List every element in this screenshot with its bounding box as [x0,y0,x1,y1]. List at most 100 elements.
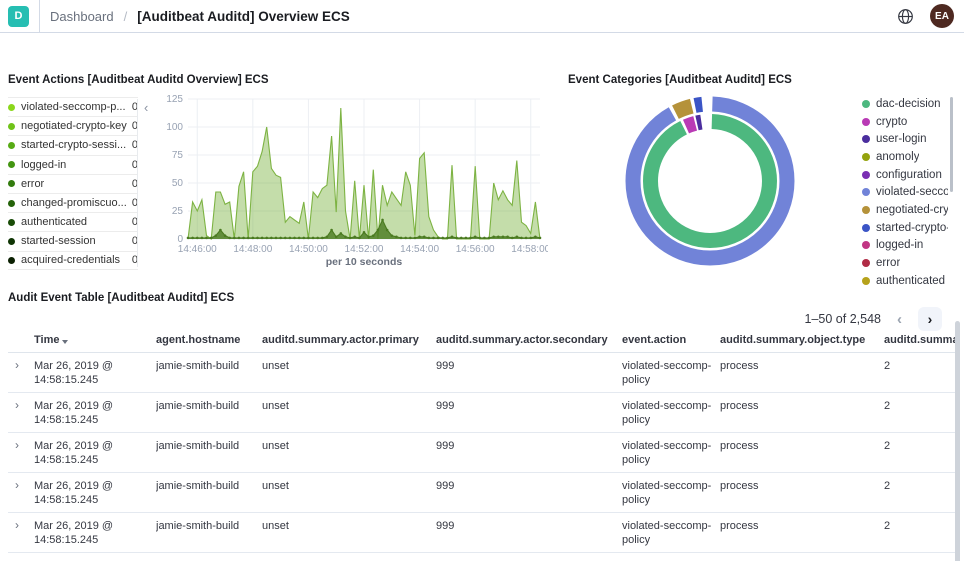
table-cell: 2 [884,360,891,372]
audit-event-table: Time agent.hostname auditd.summary.actor.p… [8,334,956,561]
table-cell: violated-seccomp-policy [622,360,712,387]
row-expand-icon[interactable]: › [15,359,19,372]
table-cell: jamie-smith-build [156,480,240,492]
globe-icon[interactable] [897,8,914,25]
row-expand-icon[interactable]: › [15,479,19,492]
column-header[interactable]: auditd.summary.actor.secondary [436,334,608,346]
svg-text:100: 100 [166,122,183,133]
legend-item[interactable]: violated-seccomp... [862,183,948,201]
row-expand-icon[interactable]: › [15,439,19,452]
table-cell: violated-seccomp-policy [622,400,712,427]
donut-segment-dac-decision [643,114,777,248]
legend-dot-icon [862,205,870,214]
legend-dot-icon [8,180,15,188]
column-header[interactable]: Time [34,334,156,346]
legend-label: logged-in [876,239,924,252]
table-body: › Mar 26, 2019 @ 14:58:15.245 jamie-smith-… [8,353,956,561]
table-cell: 2 [884,400,891,412]
previous-page-icon[interactable]: ‹ [897,310,902,328]
column-header[interactable]: event.action [622,334,687,346]
legend-item[interactable]: acquired-credentials 0 [8,250,138,270]
legend-dot-icon [862,241,870,250]
legend-dot-icon [862,276,870,285]
legend-scroll-track[interactable] [137,99,138,267]
column-header[interactable]: auditd.summary [884,334,956,346]
sort-descending-icon [62,340,69,344]
table-cell: unset [262,520,289,532]
event-categories-legend: dac-decision crypto user-login anomoly confi… [862,95,948,290]
legend-item[interactable]: error 0 [8,173,138,193]
table-cell: 999 [436,400,455,412]
table-cell: 999 [436,440,455,452]
legend-dot-icon [862,152,870,161]
column-header[interactable]: agent.hostname [156,334,241,346]
legend-label: authenticated [21,216,88,229]
legend-item[interactable]: logged-in 0 [8,154,138,174]
legend-dot-icon [8,122,15,130]
legend-item[interactable]: configuration [862,166,948,184]
legend-value: 0 [131,158,138,171]
table-cell: jamie-smith-build [156,400,240,412]
legend-dot-icon [8,141,15,149]
legend-label: crypto [876,115,908,128]
event-categories-panel-title: Event Categories [Auditbeat Auditd] ECS [568,74,792,86]
legend-item[interactable]: negotiated-crypto... [862,201,948,219]
page-title: [Auditbeat Auditd] Overview ECS [137,8,350,24]
nav-divider [39,0,40,33]
row-expand-icon[interactable]: › [8,559,34,561]
column-header[interactable]: auditd.summary.actor.primary [262,334,419,346]
legend-dot-icon [8,218,15,226]
legend-label: error [876,257,901,270]
legend-label: anomoly [876,150,920,163]
legend-label: negotiated-crypto... [876,203,948,216]
table-cell: Mar 26, 2019 @ 14:58:15.245 [34,480,114,507]
table-cell: process [720,440,759,452]
audit-table-panel-title: Audit Event Table [Auditbeat Auditd] ECS [8,292,235,304]
legend-dot-icon [862,135,870,144]
legend-item[interactable]: changed-promiscuo... 0 [8,192,138,212]
legend-value: 0 [131,235,138,248]
legend-scrollbar[interactable] [950,97,953,192]
legend-item[interactable]: crypto [862,113,948,131]
column-header[interactable]: auditd.summary.object.type [720,334,866,346]
legend-label: authenticated [876,274,946,287]
legend-item[interactable]: error [862,254,948,272]
legend-item[interactable]: anomoly [862,148,948,166]
svg-text:125: 125 [166,94,183,105]
legend-item[interactable]: started-crypto-sessi... 0 [8,135,138,154]
table-cell: process [720,520,759,532]
legend-item[interactable]: started-crypto-se... [862,219,948,237]
legend-item[interactable]: authenticated [862,272,948,290]
legend-collapse-icon[interactable]: ‹ [144,100,149,115]
row-expand-icon[interactable]: › [15,399,19,412]
dashboard-canvas: Event Actions [Auditbeat Auditd Overview… [0,33,964,561]
next-page-button[interactable]: › [918,307,942,331]
table-cell: process [720,400,759,412]
row-expand-icon[interactable]: › [15,519,19,532]
svg-text:25: 25 [172,206,184,217]
svg-text:14:56:00: 14:56:00 [456,244,495,255]
table-cell: Mar 26, 2019 @ 14:58:15.245 [34,520,114,547]
legend-item[interactable]: dac-decision [862,95,948,113]
table-cell: jamie-smith-build [156,440,240,452]
svg-text:14:50:00: 14:50:00 [289,244,328,255]
legend-item[interactable]: user-login [862,130,948,148]
table-cell: jamie-smith-build [156,360,240,372]
dashboard-app-logo[interactable]: D [8,5,29,27]
table-pagination: 1–50 of 2,548 ‹ › [805,307,942,331]
user-avatar[interactable]: EA [930,4,954,28]
table-header-row: Time agent.hostname auditd.summary.actor.p… [8,334,956,353]
legend-item[interactable]: authenticated 0 [8,212,138,231]
table-scrollbar[interactable] [955,321,960,561]
event-actions-area-chart[interactable]: 0 25 50 75 100 125 14:46:00 14:48:00 14:50:00 14:… [156,93,548,271]
legend-item[interactable]: logged-in [862,237,948,255]
breadcrumb[interactable]: Dashboard [50,8,114,24]
table-row: ›Mar 26, 2019 @ 14:58:15.245jamie-smith-… [8,553,956,561]
event-categories-donut-chart[interactable] [620,91,800,271]
table-cell: unset [262,360,289,372]
legend-item[interactable]: violated-seccomp-p... 0 [8,97,138,116]
legend-item[interactable]: negotiated-crypto-key 0 [8,116,138,135]
legend-item[interactable]: started-session 0 [8,231,138,250]
event-actions-panel-title: Event Actions [Auditbeat Auditd Overview… [8,74,269,86]
